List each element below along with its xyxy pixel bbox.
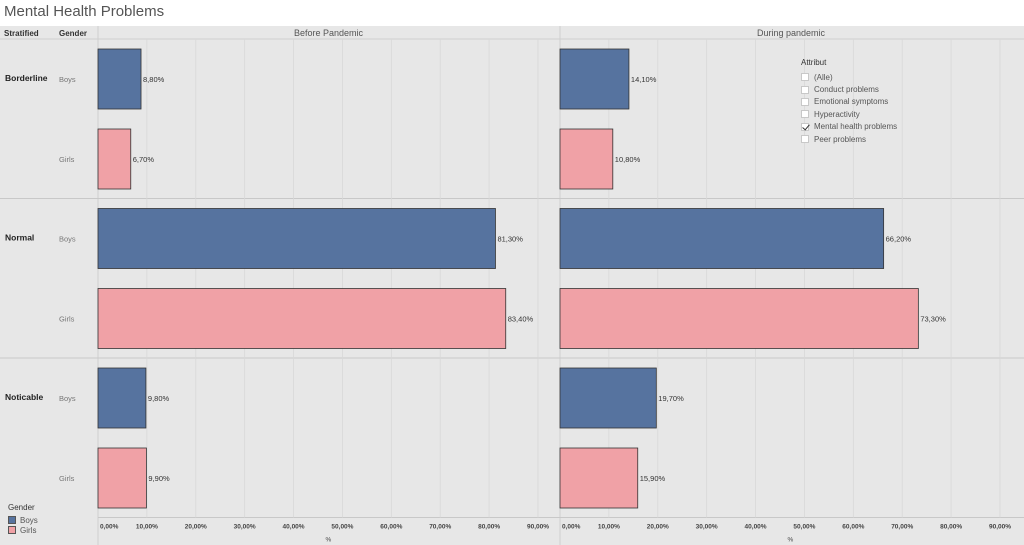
attribut-item-label: Conduct problems <box>814 85 879 95</box>
group-label-borderline: Borderline <box>5 73 48 83</box>
gender-legend-title: Gender <box>8 503 35 512</box>
attribut-checkbox[interactable] <box>801 135 809 144</box>
attribut-legend-title: Attribut <box>801 58 827 67</box>
bar-value-label: 9,80% <box>148 394 170 403</box>
attribut-item-label: Emotional symptoms <box>814 97 889 107</box>
x-tick-label: 10,00% <box>598 524 620 531</box>
x-tick-label: 60,00% <box>380 524 402 531</box>
gender-row-label: Boys <box>59 235 76 244</box>
bar-normal-boys[interactable] <box>559 208 885 269</box>
x-tick-label: 80,00% <box>478 524 500 531</box>
bar-noticable-girls[interactable] <box>97 447 147 509</box>
attribut-item-label: Mental health problems <box>814 122 898 132</box>
bar-value-label: 66,20% <box>886 235 912 244</box>
bar-value-label: 8,80% <box>143 75 165 84</box>
x-axis-label: % <box>788 537 794 544</box>
attribut-item-label: Hyperactivity <box>814 109 860 119</box>
attribut-filter-item[interactable]: Conduct problems <box>801 83 897 95</box>
x-tick-label: 30,00% <box>696 524 718 531</box>
attribut-checkbox[interactable] <box>801 97 809 106</box>
gender-row-label: Girls <box>59 474 75 483</box>
gender-legend-item[interactable]: Boys <box>8 515 38 525</box>
x-tick-label: 0,00% <box>100 524 119 531</box>
x-tick-label: 70,00% <box>891 524 913 531</box>
bar-value-label: 19,70% <box>658 394 684 403</box>
chart-title: Mental Health Problems <box>4 3 165 20</box>
gender-row-label: Boys <box>59 75 76 84</box>
x-tick-label: 50,00% <box>793 524 815 531</box>
bar-value-label: 83,40% <box>508 315 534 324</box>
gender-row-label: Boys <box>59 394 76 403</box>
x-tick-label: 10,00% <box>136 524 158 531</box>
bar-noticable-girls[interactable] <box>559 447 639 509</box>
gender-swatch <box>8 516 16 524</box>
bar-normal-boys[interactable] <box>97 208 496 269</box>
attribut-filter-item[interactable]: (Alle) <box>801 71 897 83</box>
bar-borderline-boys[interactable] <box>97 48 142 110</box>
attribut-item-label: Peer problems <box>814 134 867 144</box>
attribut-checkbox[interactable] <box>801 85 809 94</box>
header-stratified: Stratified <box>4 29 39 38</box>
attribut-checkbox[interactable] <box>801 110 809 119</box>
x-tick-label: 30,00% <box>234 524 256 531</box>
attribut-checkbox[interactable] <box>801 122 809 131</box>
bar-noticable-boys[interactable] <box>559 367 657 429</box>
bar-value-label: 10,80% <box>615 155 641 164</box>
bar-borderline-girls[interactable] <box>559 128 614 190</box>
panel-header-1: During pandemic <box>757 28 826 38</box>
bar-normal-girls[interactable] <box>97 288 507 349</box>
bar-value-label: 81,30% <box>497 235 523 244</box>
x-tick-label: 90,00% <box>527 524 549 531</box>
header-gender: Gender <box>59 29 87 38</box>
gender-legend-label: Boys <box>20 515 38 525</box>
x-tick-label: 20,00% <box>185 524 207 531</box>
attribut-filter-item[interactable]: Emotional symptoms <box>801 96 897 108</box>
gender-legend-label: Girls <box>20 525 37 535</box>
x-tick-label: 40,00% <box>283 524 305 531</box>
x-tick-label: 70,00% <box>429 524 451 531</box>
attribut-item-label: (Alle) <box>814 72 833 82</box>
bar-noticable-boys[interactable] <box>97 367 147 429</box>
bar-value-label: 6,70% <box>133 155 155 164</box>
bar-value-label: 9,90% <box>148 474 170 483</box>
attribut-filter-item[interactable]: Hyperactivity <box>801 108 897 120</box>
attribut-checkbox[interactable] <box>801 73 809 82</box>
group-label-noticable: Noticable <box>5 392 44 402</box>
gender-row-label: Girls <box>59 315 75 324</box>
gender-color-legend: Gender Boys Girls <box>8 503 38 535</box>
bar-value-label: 14,10% <box>631 75 657 84</box>
gender-legend-item[interactable]: Girls <box>8 525 38 535</box>
attribut-filter-item[interactable]: Peer problems <box>801 133 897 145</box>
bar-value-label: 15,90% <box>640 474 666 483</box>
bar-normal-girls[interactable] <box>559 288 919 349</box>
gender-swatch <box>8 526 16 534</box>
bar-borderline-girls[interactable] <box>97 128 132 190</box>
x-axis-label: % <box>326 537 332 544</box>
x-tick-label: 0,00% <box>562 524 581 531</box>
attribut-filter-item[interactable]: Mental health problems <box>801 121 897 133</box>
x-tick-label: 20,00% <box>647 524 669 531</box>
gender-row-label: Girls <box>59 155 75 164</box>
x-tick-label: 60,00% <box>842 524 864 531</box>
panel-header-0: Before Pandemic <box>294 28 364 38</box>
x-tick-label: 80,00% <box>940 524 962 531</box>
bar-borderline-boys[interactable] <box>559 48 630 110</box>
x-tick-label: 40,00% <box>745 524 767 531</box>
attribut-filter-legend: Attribut (Alle) Conduct problems Emotional… <box>801 58 897 145</box>
x-tick-label: 90,00% <box>989 524 1011 531</box>
group-label-normal: Normal <box>5 233 34 243</box>
bar-value-label: 73,30% <box>920 315 946 324</box>
x-tick-label: 50,00% <box>331 524 353 531</box>
